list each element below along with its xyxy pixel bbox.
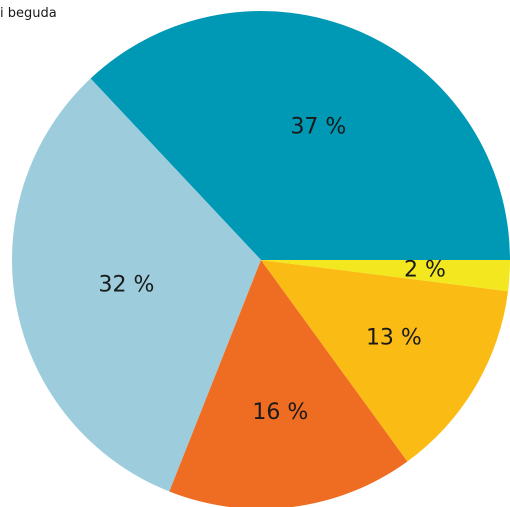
pie-slice-label-2: 32 % <box>99 273 155 298</box>
pie-slice-label-3: 16 % <box>252 400 308 425</box>
pie-slice-4 <box>261 260 509 462</box>
pie-slice-label-5: 2 % <box>404 257 446 282</box>
pie-slice-3 <box>169 260 408 507</box>
chart-caption: i beguda <box>0 6 57 21</box>
pie-slice-label-4: 13 % <box>366 326 422 351</box>
pie-slice-1 <box>90 11 510 260</box>
pie-slice-2 <box>12 78 261 492</box>
pie-slice-5 <box>261 260 510 292</box>
pie-slice-label-1: 37 % <box>290 115 346 140</box>
